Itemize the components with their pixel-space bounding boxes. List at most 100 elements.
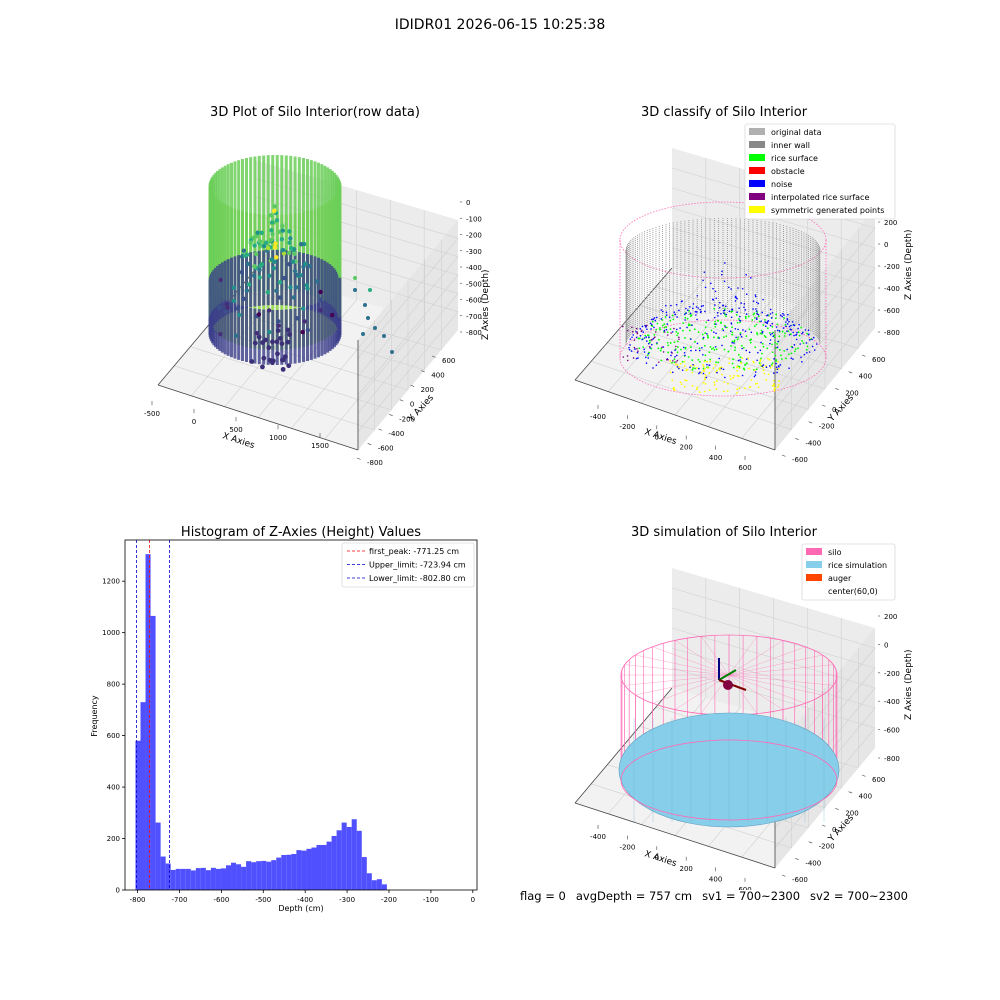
noise-point xyxy=(701,346,703,349)
noise-point xyxy=(679,327,681,329)
silo-roof-wire xyxy=(728,636,758,676)
noise-point xyxy=(697,307,700,309)
raw-point xyxy=(273,241,278,246)
rice-surface-point xyxy=(745,335,748,337)
raw-point xyxy=(266,345,272,351)
noise-point xyxy=(702,336,705,339)
noise-point xyxy=(795,338,798,341)
simulation-legend-entry: silo xyxy=(828,548,842,557)
histogram-bar xyxy=(331,835,337,890)
silo-bottom-ring xyxy=(620,739,838,821)
noise-point xyxy=(715,297,718,300)
noise-point xyxy=(721,344,723,347)
raw-point xyxy=(292,268,298,274)
symmetric-point xyxy=(765,378,768,381)
rice-surface-point xyxy=(644,334,647,337)
rice-surface-point xyxy=(806,332,809,335)
histogram-bar xyxy=(281,855,287,890)
rice-surface-point xyxy=(736,321,739,324)
noise-point xyxy=(716,371,718,374)
histogram-bar xyxy=(371,880,377,890)
noise-point xyxy=(695,306,698,308)
raw-point xyxy=(269,360,275,365)
noise-point xyxy=(671,371,674,374)
noise-point xyxy=(769,313,772,315)
noise-point xyxy=(723,312,725,315)
sim-z-tick-label: -600 xyxy=(884,727,900,735)
rice-surface-point xyxy=(744,315,747,318)
raw-point xyxy=(257,275,262,280)
noise-point xyxy=(776,368,779,371)
figure-title: IDIDR01 2026-06-15 10:25:38 xyxy=(394,17,606,33)
rice-surface-point xyxy=(762,324,765,326)
rice-surface-point xyxy=(740,344,743,347)
raw-y-tick-mark xyxy=(410,384,415,387)
noise-point xyxy=(646,340,648,342)
symmetric-point xyxy=(729,378,732,381)
raw-point xyxy=(292,251,297,257)
symmetric-point xyxy=(714,363,717,366)
raw-point xyxy=(272,204,277,209)
rice-surface-point xyxy=(805,348,808,351)
rice-surface-point xyxy=(766,327,769,330)
rice-surface-point xyxy=(748,328,751,331)
noise-point xyxy=(681,300,683,302)
rice-surface-point xyxy=(744,364,746,366)
classify-3d-plot: 3D classify of Silo Interior -400-200020… xyxy=(574,105,914,472)
rice-surface-point xyxy=(775,346,777,349)
rice-surface-point xyxy=(747,315,750,318)
rice-surface-point xyxy=(657,347,660,350)
rice-surface-point xyxy=(776,323,779,326)
noise-point xyxy=(645,356,647,359)
noise-point xyxy=(656,342,658,344)
rice-surface-point xyxy=(680,348,682,351)
raw-plot-xlabel: X Axies xyxy=(221,431,256,451)
symmetric-point xyxy=(777,360,779,363)
raw-point xyxy=(248,240,253,245)
symmetric-point xyxy=(702,363,704,366)
x-tick-label: -600 xyxy=(213,896,229,904)
raw-point xyxy=(267,273,272,278)
noise-point xyxy=(652,318,655,320)
rice-surface-point xyxy=(788,353,790,356)
rice-surface-point xyxy=(731,362,734,365)
raw-point xyxy=(287,229,292,234)
classify-legend-swatch xyxy=(749,154,765,161)
raw-point xyxy=(245,261,251,267)
symmetric-point xyxy=(698,391,701,394)
interpolated-point xyxy=(670,332,672,334)
x-tick-label: -100 xyxy=(423,896,439,904)
noise-point xyxy=(682,346,685,349)
silo-roof-wire xyxy=(728,674,834,686)
noise-point xyxy=(704,310,706,313)
noise-point xyxy=(765,321,767,324)
noise-point xyxy=(786,318,789,320)
noise-point xyxy=(734,327,737,330)
symmetric-point xyxy=(765,365,768,367)
symmetric-point xyxy=(702,369,705,372)
symmetric-point xyxy=(757,386,760,389)
symmetric-point xyxy=(736,366,739,369)
histogram-bar xyxy=(261,860,267,890)
histogram-bar xyxy=(231,862,237,890)
noise-point xyxy=(695,349,697,352)
raw-point xyxy=(274,288,279,294)
noise-point xyxy=(769,365,771,367)
noise-point xyxy=(791,346,794,349)
rice-surface-point xyxy=(699,360,701,363)
raw-y-tick-mark xyxy=(367,443,372,446)
noise-point xyxy=(779,364,782,366)
noise-point xyxy=(720,312,722,315)
noise-point xyxy=(652,338,654,340)
raw-point xyxy=(241,296,247,301)
rice-surface-point xyxy=(789,333,792,336)
raw-z-tick-label: -100 xyxy=(466,215,482,223)
symmetric-point xyxy=(703,390,706,393)
histogram-bar xyxy=(361,857,367,890)
rice-surface-point xyxy=(686,317,689,320)
rice-surface-point xyxy=(753,312,756,315)
symmetric-point xyxy=(728,357,731,360)
rice-surface-point xyxy=(713,307,716,310)
rice-surface-point xyxy=(681,360,684,363)
